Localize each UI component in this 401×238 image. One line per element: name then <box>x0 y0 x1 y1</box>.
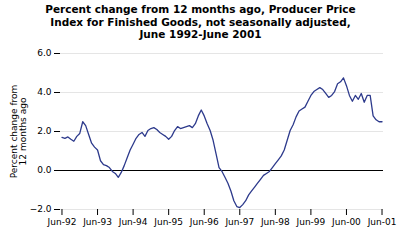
svg-text:0.0: 0.0 <box>37 165 52 175</box>
svg-text:Jun-95: Jun-95 <box>153 217 183 227</box>
svg-text:Jun-92: Jun-92 <box>47 217 77 227</box>
svg-text:Jun-01: Jun-01 <box>367 217 397 227</box>
svg-text:2.0: 2.0 <box>37 126 52 136</box>
svg-text:−2.0: −2.0 <box>30 204 52 214</box>
svg-text:6.0: 6.0 <box>37 48 52 58</box>
svg-text:Percent change from12 months a: Percent change from12 months ago <box>9 84 28 178</box>
svg-text:4.0: 4.0 <box>37 87 52 97</box>
svg-text:Jun-99: Jun-99 <box>296 217 326 227</box>
svg-text:Jun-98: Jun-98 <box>260 217 290 227</box>
svg-text:Jun-00: Jun-00 <box>331 217 361 227</box>
svg-text:Jun-96: Jun-96 <box>189 217 219 227</box>
html-text:Percent change from 12 months: Percent change from 12 months ago, Produ… <box>45 3 356 41</box>
svg-text:Jun-94: Jun-94 <box>118 217 148 227</box>
svg-text:Jun-93: Jun-93 <box>82 217 112 227</box>
svg-text:Jun-97: Jun-97 <box>224 217 254 227</box>
